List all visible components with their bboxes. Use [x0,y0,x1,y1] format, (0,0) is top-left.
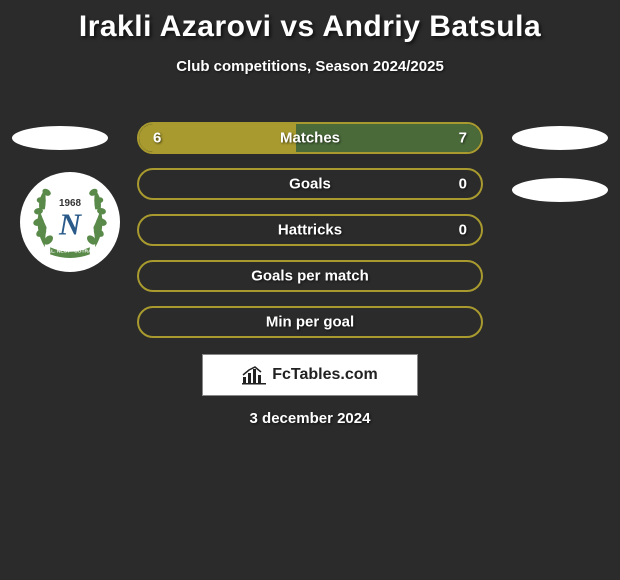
nest-sotra-logo-icon: 1968 N I.L. NEST · SOTRA [25,177,115,267]
bar-label: Goals per match [251,268,369,285]
club-logo: 1968 N I.L. NEST · SOTRA [20,172,120,272]
svg-text:I.L. NEST · SOTRA: I.L. NEST · SOTRA [48,249,92,255]
comparison-title: Irakli Azarovi vs Andriy Batsula [0,0,620,44]
chart-icon [242,365,266,385]
bar-value-right: 0 [459,176,467,193]
bar-label: Hattricks [278,222,342,239]
bar-value-right: 7 [459,130,467,147]
bar-label: Min per goal [266,314,354,331]
player2-ellipse-placeholder-1 [512,126,608,150]
player2-ellipse-placeholder-2 [512,178,608,202]
stat-bar: 6 7 Matches [137,122,483,154]
brand-text: FcTables.com [272,366,378,384]
stat-bars: 6 7 Matches 0 Goals 0 Hattricks Goals per match… [137,122,483,352]
bar-value-right: 0 [459,222,467,239]
bar-value-left: 6 [153,130,161,147]
stat-bar: Min per goal [137,306,483,338]
stat-bar: Goals per match [137,260,483,292]
player1-ellipse-placeholder [12,126,108,150]
bar-label: Matches [280,130,340,147]
stat-bar: 0 Hattricks [137,214,483,246]
bar-label: Goals [289,176,331,193]
generation-date: 3 december 2024 [250,410,371,427]
brand-watermark: FcTables.com [202,354,418,396]
stat-bar: 0 Goals [137,168,483,200]
svg-text:N: N [58,208,82,242]
comparison-subtitle: Club competitions, Season 2024/2025 [0,58,620,75]
bar-fill-left [139,124,296,152]
